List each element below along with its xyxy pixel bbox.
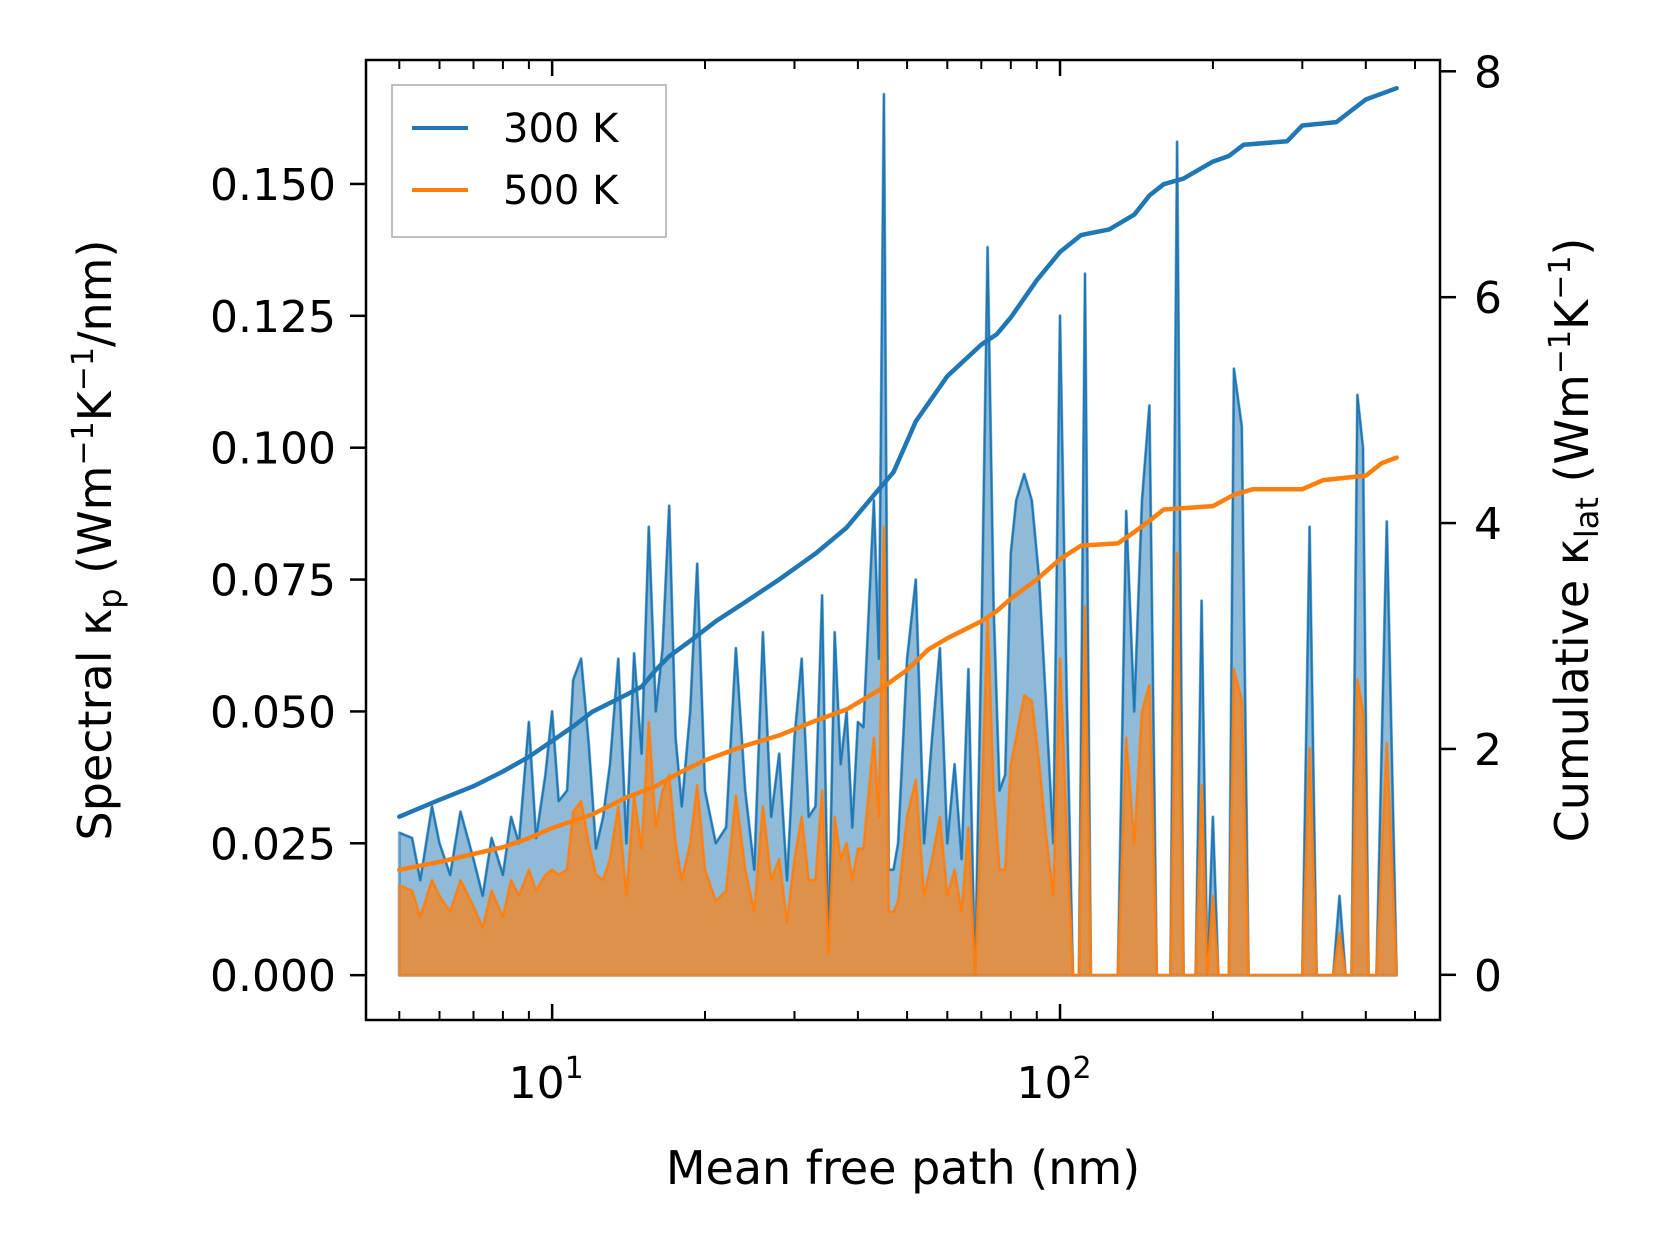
x-axis-title: Mean free path (nm) bbox=[666, 1141, 1140, 1195]
y-axis-left-title: Spectral κp (Wm−1K−1/nm) bbox=[66, 240, 129, 841]
y-left-tick-label: 0.100 bbox=[210, 424, 336, 475]
y-right-tick-label: 0 bbox=[1474, 951, 1502, 1002]
axis-ticks bbox=[350, 60, 1456, 1020]
y-left-tick-label: 0.000 bbox=[210, 951, 336, 1002]
cumulative-lines bbox=[397, 85, 1399, 873]
y-right-tick-label: 6 bbox=[1474, 273, 1502, 324]
legend-label-300k: 300 K bbox=[503, 106, 620, 152]
tick-labels: 101 102 0.000 0.025 0.050 0.075 0.100 0.125 0.15… bbox=[210, 47, 1502, 1109]
x-tick-label: 101 bbox=[509, 1051, 584, 1109]
legend-label-500k: 500 K bbox=[503, 168, 620, 214]
spectral-fills bbox=[397, 92, 1399, 977]
cumulative-line-300k bbox=[397, 85, 1399, 819]
cumulative-line-500k bbox=[397, 455, 1399, 873]
legend-box bbox=[391, 84, 667, 238]
spectral-line-300k bbox=[398, 93, 1398, 977]
y-left-tick-label: 0.050 bbox=[210, 687, 336, 738]
plot-frame bbox=[364, 58, 1442, 1022]
y-left-tick-label: 0.075 bbox=[210, 556, 336, 607]
y-right-tick-label: 2 bbox=[1474, 725, 1502, 776]
y-left-tick-label: 0.125 bbox=[210, 292, 336, 343]
y-left-tick-label: 0.025 bbox=[210, 819, 336, 870]
y-right-tick-label: 4 bbox=[1474, 499, 1502, 550]
y-left-tick-label: 0.150 bbox=[210, 160, 336, 211]
x-tick-label: 102 bbox=[1016, 1051, 1091, 1109]
spectral-line-500k bbox=[398, 525, 1398, 977]
legend: 300 K 500 K bbox=[391, 84, 667, 238]
y-axis-right-title: Cumulative κlat (Wm−1K−1) bbox=[1543, 238, 1606, 843]
y-right-tick-label: 8 bbox=[1474, 47, 1502, 98]
